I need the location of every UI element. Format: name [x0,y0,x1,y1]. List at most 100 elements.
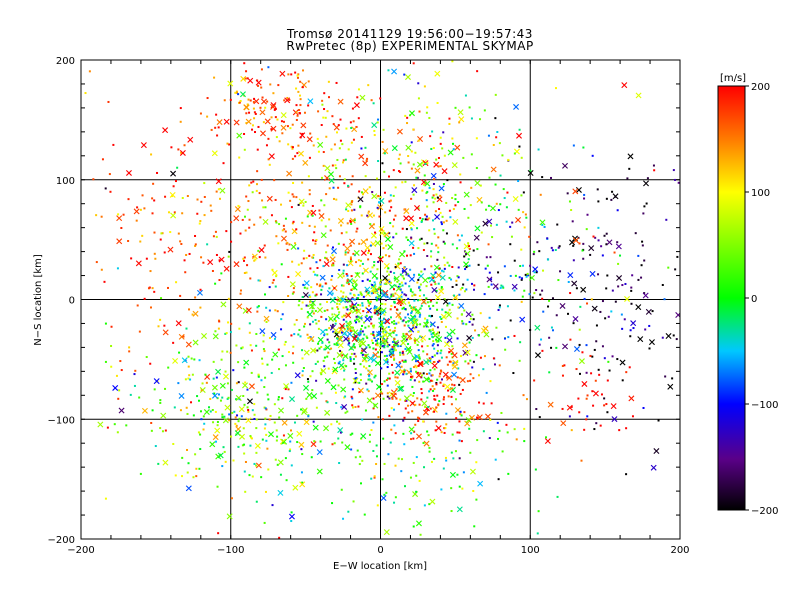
data-point [417,273,420,276]
data-point [258,192,261,195]
data-point [178,351,181,354]
data-point-cross [264,118,271,125]
data-point [483,293,486,296]
data-point [297,203,300,206]
data-point [270,371,273,374]
data-point [338,422,341,425]
data-point [438,331,441,334]
data-point [164,387,167,390]
data-point [446,304,449,307]
data-point [415,326,418,329]
data-point [341,441,344,444]
data-point [533,250,536,253]
data-point [556,495,559,498]
data-point [274,107,277,110]
data-point [153,252,156,255]
data-point-cross [374,392,381,399]
data-point [605,243,608,246]
data-point [451,364,454,367]
data-point [450,360,453,363]
data-point [353,343,356,346]
data-point [344,253,347,256]
data-point [297,333,300,336]
data-point [400,295,403,298]
data-point-cross [212,434,219,441]
data-point [367,325,370,328]
data-point [378,286,381,289]
data-point [551,297,554,300]
data-point [282,441,285,444]
data-point [199,288,202,291]
data-point [264,206,267,209]
data-point-cross [214,427,221,434]
data-point [442,240,445,243]
data-point [585,228,588,231]
data-point-cross [337,272,344,279]
data-point-cross [483,331,490,338]
data-point [674,268,677,271]
data-point [361,262,364,265]
data-point [450,278,453,281]
data-point [243,215,246,218]
data-point [239,100,242,103]
data-point [223,99,226,102]
data-point [309,323,312,326]
data-point [398,297,401,300]
data-point-cross [207,259,214,266]
data-point [355,261,358,264]
data-point [252,101,255,104]
data-point [323,108,326,111]
data-point [429,330,432,333]
data-point [177,382,180,385]
data-point [401,458,404,461]
data-point [385,244,388,247]
data-point [545,436,548,439]
data-point [213,392,216,395]
data-point [238,156,241,159]
data-point [629,335,632,338]
data-point [393,300,396,303]
data-point [471,323,474,326]
data-point [301,295,304,298]
data-point [294,71,297,74]
data-point [246,208,249,211]
data-point-cross [259,328,266,335]
data-point [359,330,362,333]
data-point [634,232,637,235]
data-point-cross [227,80,234,87]
data-point [257,84,260,87]
data-point [327,367,330,370]
data-point [349,220,352,223]
data-point-cross [167,246,174,253]
data-point [509,243,512,246]
data-point [394,432,397,435]
data-point [418,417,421,420]
data-point [335,402,338,405]
data-point [619,254,622,257]
data-point [535,271,538,274]
data-point [259,279,262,282]
data-point [509,225,512,228]
data-point [418,357,421,360]
data-point-cross [268,153,275,160]
data-point [385,283,388,286]
data-point-cross [473,234,480,241]
data-point-cross [286,170,293,177]
data-point-cross [323,425,330,432]
data-point [436,378,439,381]
data-point [397,285,400,288]
data-point-cross [421,400,428,407]
data-point [643,205,646,208]
data-point [345,295,348,298]
data-point [458,439,461,442]
data-point [405,294,408,297]
data-point [367,390,370,393]
data-point [359,291,362,294]
data-point [469,317,472,320]
data-point [465,266,468,269]
data-point [163,324,166,327]
data-point [321,285,324,288]
data-point [260,476,263,479]
data-point [445,459,448,462]
data-point [346,299,349,302]
